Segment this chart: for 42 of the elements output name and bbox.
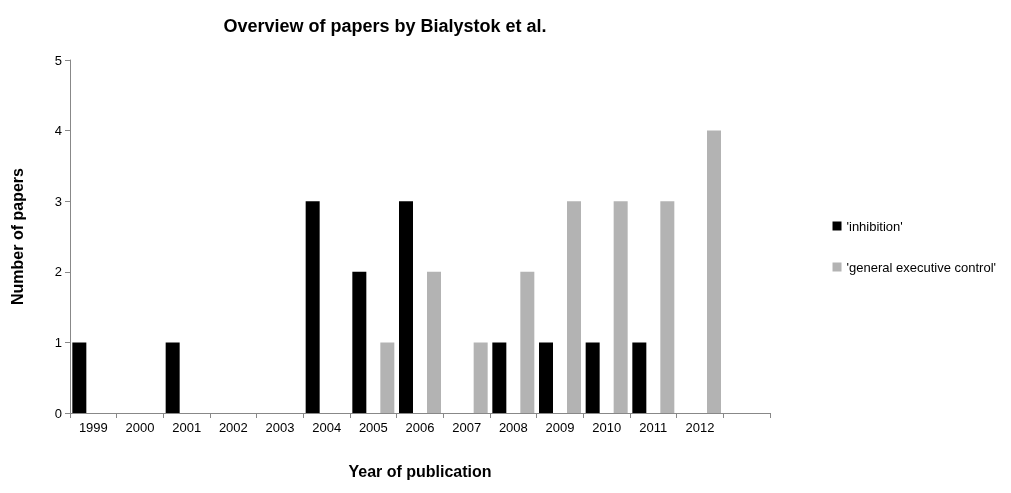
y-tick-label: 2: [54, 264, 62, 280]
bar: [399, 201, 413, 413]
bar: [427, 271, 441, 413]
x-tick-label: 2004: [312, 420, 342, 435]
x-tick-label: 2001: [172, 420, 202, 435]
x-axis-title: Year of publication: [348, 462, 492, 480]
y-tick-label: 1: [54, 334, 62, 350]
bar: [660, 201, 675, 413]
x-tick-label: 2002: [218, 420, 248, 435]
x-tick-label: 2007: [452, 420, 482, 435]
x-tick-label: 2009: [545, 420, 575, 435]
x-tick-label: 2012: [685, 420, 715, 435]
x-tick-label: 2008: [498, 420, 528, 435]
bar: [567, 201, 581, 413]
legend-label: 'inhibition': [846, 218, 903, 234]
bar: [613, 201, 628, 413]
bar: [632, 342, 647, 413]
y-tick-label: 0: [54, 405, 62, 421]
bar: [473, 342, 488, 413]
y-tick-label: 4: [54, 123, 62, 139]
bar: [305, 201, 320, 413]
x-tick-label: 2011: [639, 420, 668, 435]
bar: [707, 130, 721, 413]
y-tick-label: 5: [54, 52, 62, 68]
bar: [352, 271, 367, 413]
x-tick-label: 2006: [405, 420, 435, 435]
y-tick-label: 3: [54, 193, 62, 209]
bar: [520, 271, 535, 413]
x-tick-label: 2000: [125, 420, 155, 435]
bar: [72, 342, 87, 413]
chart-title: Overview of papers by Bialystok et al.: [223, 16, 547, 36]
x-tick-label: 1999: [78, 420, 108, 435]
bar: [165, 342, 180, 413]
x-tick-label: 2005: [358, 420, 388, 435]
bar: [539, 342, 553, 413]
bar: [585, 342, 600, 413]
x-tick-label: 2010: [592, 420, 622, 435]
y-axis-title: Number of papers: [8, 167, 26, 305]
x-tick-label: 2003: [265, 420, 295, 435]
bar: [492, 342, 507, 413]
legend-label: 'general executive control': [846, 259, 997, 275]
bar: [380, 342, 395, 413]
